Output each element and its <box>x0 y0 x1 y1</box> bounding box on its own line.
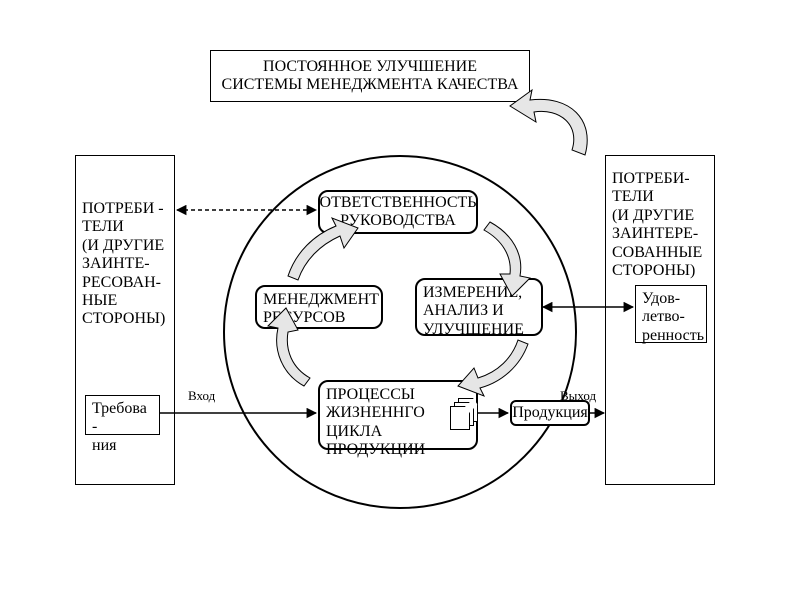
responsibility-text: ОТВЕТСТВЕННОСТЬ РУКОВОДСТВА <box>320 194 477 231</box>
product-text: Продукция <box>512 404 588 422</box>
satisfaction-text: Удов- летво- ренность <box>642 290 704 344</box>
measurement-box: ИЗМЕРЕНИЕ, АНАЛИЗ И УЛУЧШЕНИЕ <box>415 278 543 336</box>
input-label: Вход <box>188 388 215 404</box>
top-banner-text: ПОСТОЯННОЕ УЛУЧШЕНИЕ СИСТЕМЫ МЕНЕДЖМЕНТА… <box>222 58 519 95</box>
diagram-stage: ПОСТОЯННОЕ УЛУЧШЕНИЕ СИСТЕМЫ МЕНЕДЖМЕНТА… <box>0 0 800 600</box>
resources-text: МЕНЕДЖМЕНТ РЕСУРСОВ <box>263 291 379 326</box>
responsibility-box: ОТВЕТСТВЕННОСТЬ РУКОВОДСТВА <box>318 190 478 234</box>
resources-box: МЕНЕДЖМЕНТ РЕСУРСОВ <box>255 285 383 329</box>
lifecycle-text: ПРОЦЕССЫ ЖИЗНЕННГО ЦИКЛА ПРОДУКЦИИ <box>326 386 425 458</box>
measurement-text: ИЗМЕРЕНИЕ, АНАЛИЗ И УЛУЧШЕНИЕ <box>423 284 524 338</box>
left-panel: ПОТРЕБИ - ТЕЛИ (И ДРУГИЕ ЗАИНТЕ- РЕСОВАН… <box>75 155 175 485</box>
right-panel-text: ПОТРЕБИ- ТЕЛИ (И ДРУГИЕ ЗАИНТЕРЕ- СОВАНН… <box>612 170 708 280</box>
top-banner: ПОСТОЯННОЕ УЛУЧШЕНИЕ СИСТЕМЫ МЕНЕДЖМЕНТА… <box>210 50 530 102</box>
requirements-box: Требова - ния <box>85 395 160 435</box>
left-panel-text: ПОТРЕБИ - ТЕЛИ (И ДРУГИЕ ЗАИНТЕ- РЕСОВАН… <box>82 200 168 329</box>
output-label: Выход <box>560 388 596 404</box>
satisfaction-box: Удов- летво- ренность <box>635 285 707 343</box>
